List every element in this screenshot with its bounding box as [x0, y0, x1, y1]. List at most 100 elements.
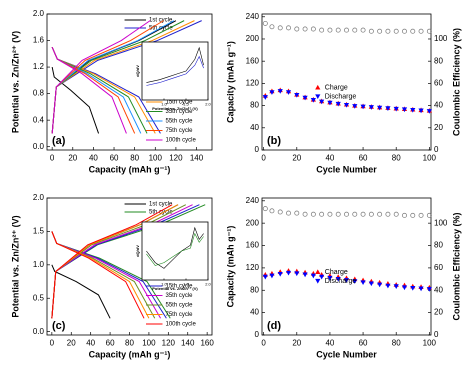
point [377, 105, 383, 111]
point [385, 211, 391, 217]
x-axis-label: Potential vs. Zn/Zn²⁺ (V) [152, 286, 198, 291]
x-tick-label: 20 [292, 338, 301, 347]
x-tick-label: 1.5 [183, 102, 189, 107]
y-tick-label: 240 [246, 196, 260, 205]
y-axis-label: dQ/dV [135, 65, 140, 77]
point [343, 102, 350, 108]
point [352, 211, 358, 217]
y-axis-label: Capacity (mAh g⁻¹) [225, 41, 235, 123]
point [285, 90, 292, 95]
x-tick-label: 40 [89, 153, 98, 162]
x-tick-label: 0 [50, 153, 55, 162]
y2-tick-label: 80 [434, 241, 443, 250]
x-tick-label: 140 [181, 338, 195, 347]
point [426, 287, 432, 292]
point [319, 27, 325, 33]
point [262, 20, 268, 26]
x-tick-label: 2.0 [205, 282, 211, 287]
legend-marker [315, 84, 321, 90]
x-tick-label: 20 [68, 153, 77, 162]
point [335, 27, 341, 33]
x-tick-label: 100 [149, 153, 163, 162]
y2-tick-label: 20 [434, 123, 443, 132]
point [385, 283, 391, 289]
plot-frame [261, 13, 432, 151]
legend-label: 75th cycle [166, 312, 194, 318]
x-tick-label: 2.0 [205, 102, 211, 107]
y-tick-label: 120 [246, 78, 260, 87]
point [335, 211, 341, 217]
y-tick-label: 200 [246, 218, 260, 227]
legend-label: 35th cycle [166, 293, 194, 299]
point [302, 26, 308, 32]
legend-label: 75th cycle [166, 128, 194, 134]
point [277, 271, 283, 277]
point [343, 278, 350, 283]
y2-tick-label: 100 [434, 218, 448, 227]
point [319, 274, 325, 280]
point [426, 28, 432, 34]
y-tick-label: 2.0 [33, 193, 45, 202]
x-tick-label: 80 [392, 338, 401, 347]
point [286, 25, 291, 31]
point [360, 280, 366, 286]
point [393, 28, 399, 34]
point [402, 28, 407, 34]
curve [51, 20, 151, 134]
point [277, 89, 283, 94]
y-tick-label: 1.0 [33, 260, 45, 269]
point [319, 99, 325, 105]
y2-axis-label: Coulombic Efficiency (%) [451, 212, 461, 320]
point [410, 28, 416, 34]
point [418, 28, 424, 34]
panel-label: (c) [52, 320, 66, 332]
point [335, 101, 341, 107]
legend-label: 35th cycle [166, 109, 194, 115]
x-tick-label: 60 [110, 153, 119, 162]
plot-frame [141, 41, 209, 101]
y-tick-label: 1.5 [33, 227, 45, 236]
y2-tick-label: 40 [434, 285, 443, 294]
y-tick-label: 120 [246, 263, 260, 272]
x-axis-label: Cycle Number [316, 164, 377, 174]
point [327, 27, 333, 33]
point [302, 211, 308, 217]
point [418, 212, 424, 218]
x-tick-label: 100 [142, 338, 156, 347]
curve [146, 55, 204, 86]
x-tick-label: 80 [392, 153, 401, 162]
panel-label: (a) [52, 135, 66, 147]
x-tick-label: 1.5 [183, 282, 189, 287]
point [277, 209, 283, 215]
x-tick-label: 60 [106, 338, 115, 347]
y-tick-label: 0 [255, 330, 260, 339]
legend-label: 15th cycle [166, 284, 194, 290]
y-tick-label: 2.0 [33, 9, 45, 18]
x-axis-label: Capacity (mAh g⁻¹) [89, 164, 171, 174]
x-tick-label: 80 [130, 153, 139, 162]
point [294, 92, 300, 98]
legend-marker [315, 269, 321, 275]
y-axis-label: Capacity (mAh g⁻¹) [225, 226, 235, 308]
y2-tick-label: 0 [434, 330, 439, 339]
point [269, 90, 275, 95]
x-tick-label: 120 [162, 338, 176, 347]
point [310, 26, 316, 32]
legend-label: Discharge [325, 93, 357, 100]
point [335, 277, 341, 282]
point [294, 210, 300, 216]
y-axis-label: Potential vs. Zn/Zn²⁺ (V) [10, 215, 20, 317]
y2-tick-label: 40 [434, 101, 443, 110]
x-axis-label: Cycle Number [316, 349, 377, 359]
point [262, 274, 268, 280]
curve [51, 204, 173, 319]
point [426, 212, 432, 218]
legend-label: Charge [325, 84, 348, 91]
point [368, 105, 374, 110]
y-tick-label: 40 [250, 308, 259, 317]
x-tick-label: 80 [125, 338, 134, 347]
x-axis-label: Capacity (mAh g⁻¹) [89, 349, 171, 359]
legend-label: 5th cycle [149, 210, 173, 216]
point [344, 27, 349, 33]
